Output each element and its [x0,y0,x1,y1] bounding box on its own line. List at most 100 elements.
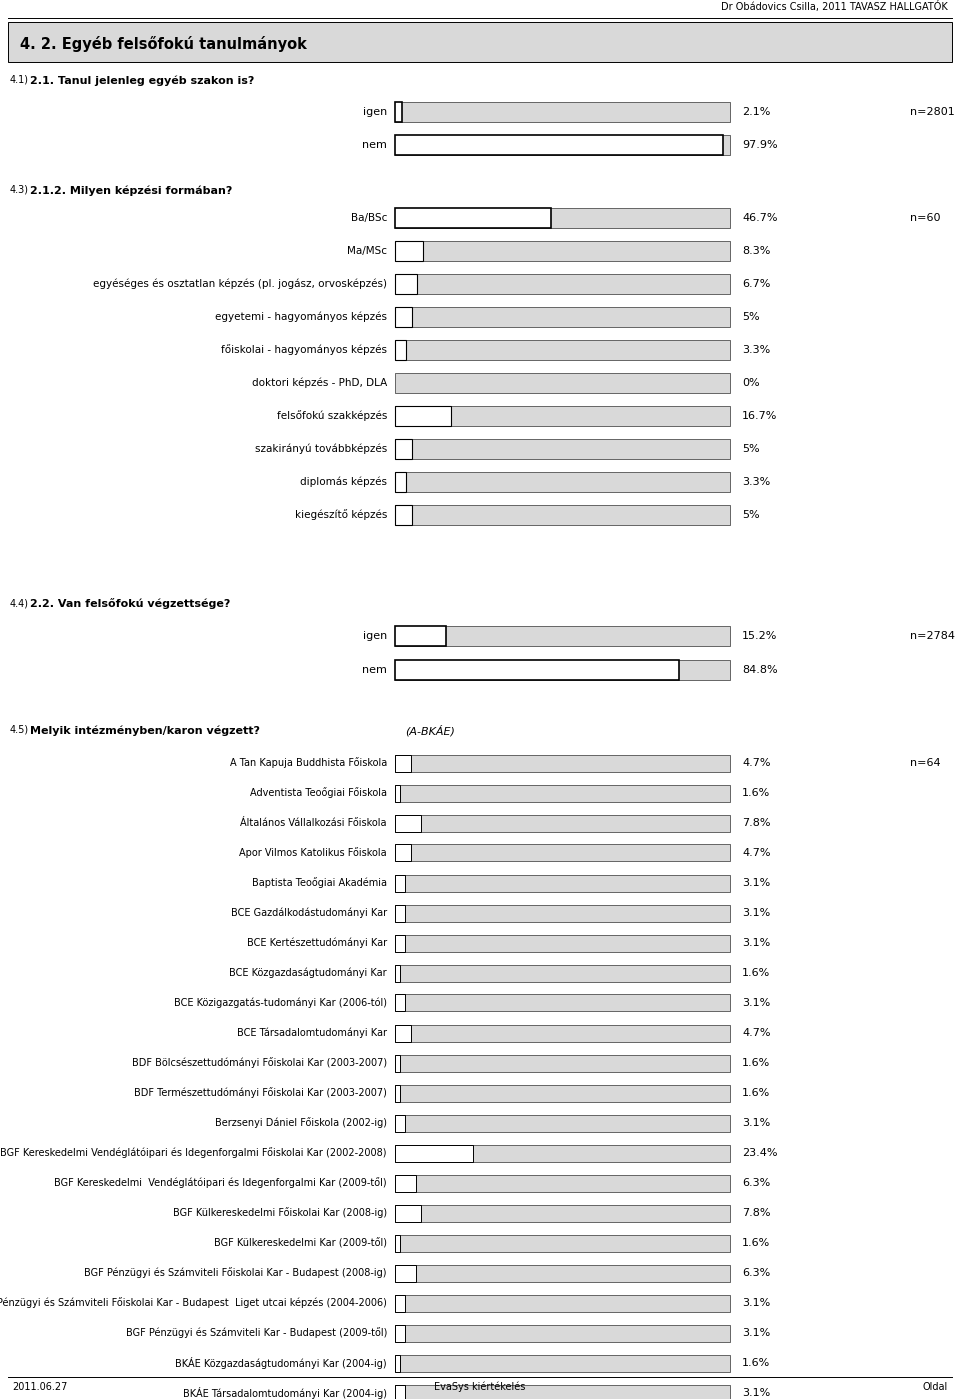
Text: 4.1): 4.1) [10,76,29,85]
Bar [395,134,723,155]
Bar [395,625,730,646]
Bar [395,845,411,862]
Bar [395,905,405,922]
Bar [395,208,730,228]
Bar [395,814,421,831]
Bar [395,1205,730,1221]
Text: (A-BKÁE): (A-BKÁE) [405,725,455,736]
Bar [395,1144,473,1161]
Bar [395,1205,421,1221]
Bar [395,1325,405,1342]
Text: Ma/MSc: Ma/MSc [347,246,387,256]
Text: BGF Pénzügyi és Számviteli Főiskolai Kar - Budapest (2008-ig): BGF Pénzügyi és Számviteli Főiskolai Kar… [84,1267,387,1279]
Text: EvaSys kiértékelés: EvaSys kiértékelés [434,1382,526,1392]
Bar [395,1325,730,1342]
Text: 15.2%: 15.2% [742,631,778,641]
Text: BGF Pénzügyi és Számviteli Kar - Budapest (2009-től): BGF Pénzügyi és Számviteli Kar - Budapes… [126,1328,387,1339]
Bar [395,785,400,802]
Text: 5%: 5% [742,511,759,520]
Text: BGF Kereskedelmi  Vendéglátóipari és Idegenforgalmi Kar (2009-től): BGF Kereskedelmi Vendéglátóipari és Ideg… [55,1178,387,1189]
Text: 4.5): 4.5) [10,725,29,734]
Bar [395,505,730,525]
Text: 6.3%: 6.3% [742,1267,770,1279]
Text: A Tan Kapuja Buddhista Főiskola: A Tan Kapuja Buddhista Főiskola [229,757,387,768]
Bar [395,306,730,327]
Bar [395,208,551,228]
Text: Baptista Teoőgiai Akadémia: Baptista Teoőgiai Akadémia [252,877,387,888]
Bar [395,660,730,680]
Text: kiegészítő képzés: kiegészítő képzés [295,509,387,520]
Text: diplomás képzés: diplomás képzés [300,477,387,487]
Bar [395,439,412,459]
Text: BDF Természettudómányi Főiskolai Kar (2003-2007): BDF Természettudómányi Főiskolai Kar (20… [134,1087,387,1098]
Text: 46.7%: 46.7% [742,213,778,222]
Bar [395,1055,730,1072]
Text: 1.6%: 1.6% [742,1238,770,1248]
Text: igen: igen [363,631,387,641]
Bar [395,1115,730,1132]
Bar [395,1234,730,1252]
Bar [395,241,730,262]
Bar [395,1084,730,1101]
Text: BKÁE Társadalomtudományi Kar (2004-ig): BKÁE Társadalomtudományi Kar (2004-ig) [183,1386,387,1399]
Bar [395,1144,730,1161]
Bar [395,1354,730,1371]
Bar [395,814,730,831]
Text: 2.1. Tanul jelenleg egyéb szakon is?: 2.1. Tanul jelenleg egyéb szakon is? [30,76,254,85]
Bar [395,964,400,982]
Text: 4.7%: 4.7% [742,848,771,858]
Text: 1.6%: 1.6% [742,788,770,797]
Bar [395,1234,400,1252]
Bar [395,406,730,427]
Text: főiskolai - hagyományos képzés: főiskolai - hagyományos képzés [221,344,387,355]
Text: 4. 2. Egyéb felsőfokú tanulmányok: 4. 2. Egyéb felsőfokú tanulmányok [20,36,307,52]
Bar [395,935,730,951]
Bar [395,1294,405,1311]
Bar [395,340,730,360]
Bar [395,1385,405,1399]
Bar [395,374,730,393]
Bar [395,1175,730,1192]
Text: 3.1%: 3.1% [742,879,770,888]
Bar [395,625,445,646]
Bar [395,241,422,262]
Text: BKÁE Közgazdaságtudományi Kar (2004-ig): BKÁE Közgazdaságtudományi Kar (2004-ig) [176,1357,387,1370]
Bar [395,1265,416,1281]
Text: 97.9%: 97.9% [742,140,778,150]
Bar [395,471,730,492]
Text: 3.1%: 3.1% [742,997,770,1009]
Text: Adventista Teoőgiai Főiskola: Adventista Teoőgiai Főiskola [250,788,387,799]
Text: nem: nem [362,665,387,674]
Bar [395,995,405,1011]
Text: 6.3%: 6.3% [742,1178,770,1188]
Text: Ba/BSc: Ba/BSc [350,213,387,222]
Bar [395,1175,416,1192]
Text: doktori képzés - PhD, DLA: doktori képzés - PhD, DLA [252,378,387,389]
Text: 4.4): 4.4) [10,597,29,609]
Text: n=2801: n=2801 [910,106,955,118]
Bar [395,1055,400,1072]
Text: 1.6%: 1.6% [742,1088,770,1098]
Bar [395,274,418,294]
Bar [395,1354,400,1371]
Text: 1.6%: 1.6% [742,1358,770,1368]
Bar [395,874,405,891]
Bar [395,406,451,427]
Text: 1.6%: 1.6% [742,1058,770,1067]
Text: 3.1%: 3.1% [742,1388,770,1398]
Text: Általános Vállalkozási Főiskola: Általános Vállalkozási Főiskola [241,818,387,828]
Text: 5%: 5% [742,443,759,455]
Text: 8.3%: 8.3% [742,246,770,256]
Text: 2.2. Van felsőfokú végzettsége?: 2.2. Van felsőfokú végzettsége? [30,597,230,609]
Text: 0%: 0% [742,378,759,388]
Text: 2011.06.27: 2011.06.27 [12,1382,67,1392]
Text: 3.1%: 3.1% [742,1118,770,1128]
Text: 3.1%: 3.1% [742,908,770,918]
Text: BGF Pénzügyi és Számviteli Főiskolai Kar - Budapest  Liget utcai képzés (2004-20: BGF Pénzügyi és Számviteli Főiskolai Kar… [0,1297,387,1308]
Text: igen: igen [363,106,387,118]
Text: BDF Bölcsészettudómányi Főiskolai Kar (2003-2007): BDF Bölcsészettudómányi Főiskolai Kar (2… [132,1058,387,1069]
Text: 3.3%: 3.3% [742,346,770,355]
Text: felsőfokú szakképzés: felsőfokú szakképzés [276,410,387,421]
Text: nem: nem [362,140,387,150]
Bar [395,935,405,951]
